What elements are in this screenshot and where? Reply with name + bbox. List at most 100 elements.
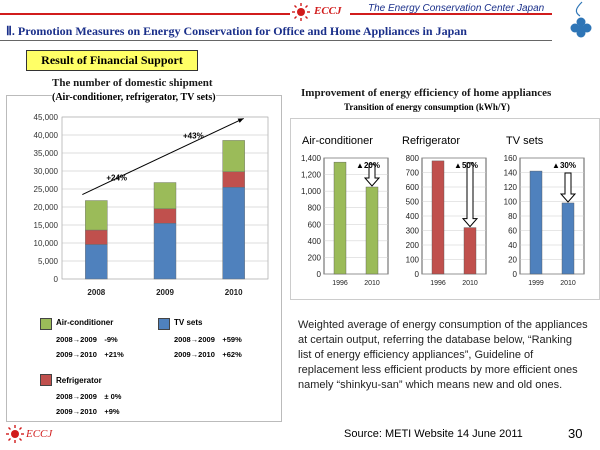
bar-segment — [222, 186, 245, 280]
decrease-arrow-icon — [363, 163, 381, 187]
y-tick-label: 120 — [504, 183, 518, 192]
x-tick-label: 1996 — [430, 280, 446, 287]
y-tick-label: 1,000 — [301, 187, 322, 196]
right-panel-title: Improvement of energy efficiency of home… — [301, 87, 552, 99]
tv-consumption-chart: 0 20 40 60 80 100 120 140 160 1999 2010 ▲30% — [504, 154, 585, 287]
legend-air-line-2: 2009→2010 +21% — [56, 350, 124, 359]
y-tick-label: 80 — [508, 212, 517, 221]
logo-text: ECCJ — [314, 5, 342, 17]
page-number: 30 — [568, 426, 583, 441]
y-tick-label: 140 — [504, 169, 518, 178]
sun-logo-icon — [6, 425, 24, 443]
left-panel-subtitle: (Air-conditioner, refrigerator, TV sets) — [52, 92, 216, 103]
legend-tv-line-2: 2009→2010 +62% — [174, 350, 242, 359]
air-consumption-chart: 0 200 400 600 800 1,000 1,200 1,400 1996 2010 ▲20% — [301, 154, 389, 287]
eccj-logo-bottom: ECCJ — [4, 424, 64, 446]
org-name: The Energy Conservation Center Japan — [368, 3, 545, 14]
legend-tv-label: TV sets — [174, 318, 203, 327]
y-tick-label: 0 — [415, 270, 420, 279]
y-tick-label: 100 — [504, 198, 518, 207]
y-tick-label: 20 — [508, 256, 517, 265]
clover-icon — [570, 1, 592, 38]
legend-fridge-line-1: 2008→2009 ± 0% — [56, 392, 122, 401]
annotation-label: ▲30% — [552, 161, 576, 170]
chart-title-fridge: Refrigerator — [402, 135, 461, 147]
sun-logo-icon — [292, 3, 310, 21]
trend-arrow-head — [237, 118, 244, 123]
y-tick-label: 60 — [508, 227, 517, 236]
eccj-logo-top: ECCJ — [290, 2, 350, 22]
bar-segment — [85, 229, 108, 245]
x-tick-label: 2010 — [560, 280, 576, 287]
y-tick-label: 10,000 — [34, 239, 59, 248]
y-tick-label: 500 — [406, 198, 420, 207]
y-tick-label: 0 — [317, 270, 322, 279]
legend-tv-line-1: 2008→2009 +59% — [174, 335, 242, 344]
page-title: Ⅱ. Promotion Measures on Energy Conserva… — [6, 24, 467, 38]
y-tick-label: 1,200 — [301, 171, 322, 180]
y-tick-label: 200 — [308, 253, 322, 262]
y-tick-label: 800 — [308, 204, 322, 213]
bar — [365, 186, 379, 275]
x-tick-label: 2008 — [87, 288, 105, 297]
section-label: Result of Financial Support — [26, 50, 198, 71]
left-panel-title: The number of domestic shipment — [52, 77, 213, 89]
bar-segment — [85, 244, 108, 280]
header-rule — [0, 13, 552, 15]
y-tick-label: 400 — [406, 212, 420, 221]
y-tick-label: 40 — [508, 241, 517, 250]
legend-fridge-line-2: 2009→2010 +9% — [56, 407, 120, 416]
y-tick-label: 200 — [406, 241, 420, 250]
x-tick-label: 1999 — [528, 280, 544, 287]
y-tick-label: 400 — [308, 237, 322, 246]
x-tick-label: 1996 — [332, 280, 348, 287]
annotation-label: ▲50% — [454, 161, 478, 170]
bar — [561, 202, 575, 275]
y-tick-label: 100 — [406, 256, 420, 265]
y-tick-label: 20,000 — [34, 203, 59, 212]
legend-fridge-swatch — [40, 374, 52, 386]
annotation-label: ▲20% — [356, 161, 380, 170]
bar — [333, 161, 347, 275]
legend-air-swatch — [40, 318, 52, 330]
fridge-consumption-chart: 0 100 200 300 400 500 600 700 800 1996 2010 ▲50% — [406, 154, 487, 287]
y-tick-label: 25,000 — [34, 185, 59, 194]
bar-segment — [153, 208, 177, 224]
trend-arrow-line — [82, 117, 244, 195]
y-tick-label: 800 — [406, 154, 420, 163]
y-tick-label: 0 — [54, 275, 59, 284]
annotation-label: +43% — [183, 132, 204, 141]
plot-area — [323, 157, 389, 275]
y-tick-label: 160 — [504, 154, 518, 163]
y-tick-label: 45,000 — [34, 113, 59, 122]
description-text: Weighted average of energy consumption o… — [298, 319, 588, 391]
shipment-chart: 0 5,000 10,000 15,000 20,000 25,000 30,000 35,0… — [34, 113, 269, 297]
x-tick-label: 2010 — [364, 280, 380, 287]
y-tick-label: 40,000 — [34, 131, 59, 140]
chart-title-air: Air-conditioner — [302, 135, 373, 147]
x-tick-label: 2010 — [462, 280, 478, 287]
legend-tv-swatch — [158, 318, 170, 330]
bar-segment — [153, 222, 177, 280]
bar-segment — [222, 140, 245, 172]
y-tick-label: 15,000 — [34, 221, 59, 230]
decrease-arrow-icon — [559, 172, 577, 203]
y-tick-label: 35,000 — [34, 149, 59, 158]
bar — [431, 160, 445, 275]
bar-segment — [222, 171, 245, 188]
title-underline — [0, 40, 552, 41]
legend-fridge-label: Refrigerator — [56, 376, 102, 385]
y-tick-label: 1,400 — [301, 154, 322, 163]
bar — [529, 170, 543, 275]
y-tick-label: 30,000 — [34, 167, 59, 176]
y-tick-label: 700 — [406, 169, 420, 178]
y-tick-label: 600 — [308, 220, 322, 229]
source-text: Source: METI Website 14 June 2011 — [344, 428, 523, 440]
right-panel-subtitle: Transition of energy consumption (kWh/Y) — [344, 102, 510, 112]
legend-air-label: Air-conditioner — [56, 318, 114, 327]
bar-segment — [153, 182, 177, 209]
y-tick-label: 600 — [406, 183, 420, 192]
annotation-label: +24% — [106, 174, 127, 183]
chart-title-tv: TV sets — [506, 135, 544, 147]
x-tick-label: 2010 — [225, 288, 243, 297]
